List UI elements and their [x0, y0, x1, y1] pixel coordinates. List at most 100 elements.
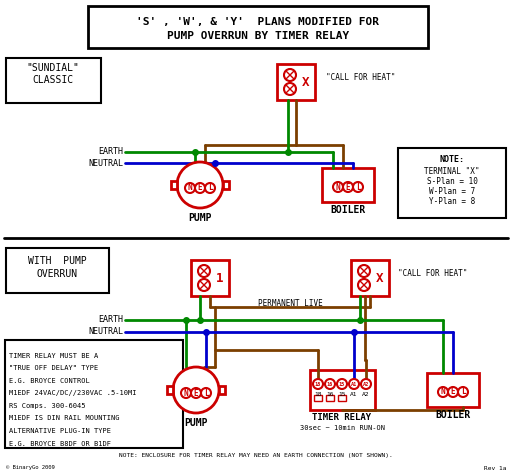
Text: E: E [194, 388, 198, 397]
Circle shape [284, 83, 296, 95]
Text: ALTERNATIVE PLUG-IN TYPE: ALTERNATIVE PLUG-IN TYPE [9, 428, 111, 434]
Text: © BinaryGo 2009: © BinaryGo 2009 [6, 466, 55, 470]
Circle shape [181, 388, 191, 398]
Bar [398, 148, 506, 218]
Text: PUMP: PUMP [184, 418, 208, 428]
Circle shape [205, 183, 215, 193]
Bar [277, 64, 315, 100]
Text: "SUNDIAL": "SUNDIAL" [27, 63, 79, 73]
Text: OVERRUN: OVERRUN [36, 269, 77, 279]
Bar [223, 181, 229, 189]
Circle shape [458, 387, 468, 397]
Text: N: N [336, 182, 340, 191]
Text: X: X [376, 271, 384, 285]
Bar [427, 373, 479, 407]
Text: TIMER RELAY MUST BE A: TIMER RELAY MUST BE A [9, 353, 98, 359]
Text: WITH  PUMP: WITH PUMP [28, 256, 87, 266]
Text: PUMP OVERRUN BY TIMER RELAY: PUMP OVERRUN BY TIMER RELAY [167, 31, 349, 41]
Text: E.G. BROYCE CONTROL: E.G. BROYCE CONTROL [9, 378, 90, 384]
Text: Rev 1a: Rev 1a [483, 466, 506, 470]
Text: PERMANENT LIVE: PERMANENT LIVE [258, 298, 323, 307]
Text: N: N [188, 184, 193, 192]
Circle shape [361, 379, 371, 389]
Text: EARTH: EARTH [98, 148, 123, 157]
Text: N: N [184, 388, 188, 397]
Bar [6, 58, 101, 103]
Text: "CALL FOR HEAT": "CALL FOR HEAT" [398, 268, 467, 278]
Bar [191, 260, 229, 296]
Bar [167, 386, 173, 394]
Text: NEUTRAL: NEUTRAL [88, 159, 123, 168]
Text: TERMINAL "X": TERMINAL "X" [424, 168, 480, 177]
Text: 1: 1 [216, 271, 224, 285]
Circle shape [177, 162, 223, 208]
Bar [309, 370, 374, 410]
Text: W-Plan = 7: W-Plan = 7 [429, 188, 475, 197]
Text: E: E [451, 387, 455, 397]
Text: L: L [204, 388, 208, 397]
Circle shape [185, 183, 195, 193]
Text: PUMP: PUMP [188, 213, 212, 223]
Circle shape [343, 182, 353, 192]
Text: L: L [208, 184, 212, 192]
Text: CLASSIC: CLASSIC [32, 75, 74, 85]
Text: "CALL FOR HEAT": "CALL FOR HEAT" [326, 72, 395, 81]
Text: L: L [461, 387, 465, 397]
Circle shape [284, 69, 296, 81]
Circle shape [325, 379, 335, 389]
Text: EARTH: EARTH [98, 316, 123, 325]
Text: E.G. BROYCE B8DF OR B1DF: E.G. BROYCE B8DF OR B1DF [9, 440, 111, 446]
Circle shape [337, 379, 347, 389]
Text: L: L [356, 182, 360, 191]
Bar [326, 395, 334, 401]
Text: M1EDF IS DIN RAIL MOUNTING: M1EDF IS DIN RAIL MOUNTING [9, 416, 119, 422]
Bar [219, 386, 225, 394]
Text: N: N [441, 387, 445, 397]
Text: BOILER: BOILER [330, 205, 366, 215]
Text: NOTE:: NOTE: [439, 156, 464, 165]
Text: 30sec ~ 10min RUN-ON: 30sec ~ 10min RUN-ON [300, 425, 385, 431]
Text: "TRUE OFF DELAY" TYPE: "TRUE OFF DELAY" TYPE [9, 366, 98, 371]
Bar [351, 260, 389, 296]
Circle shape [313, 379, 323, 389]
Circle shape [201, 388, 211, 398]
Bar [314, 395, 322, 401]
Text: 18: 18 [315, 381, 321, 387]
Bar [338, 395, 346, 401]
Text: 18: 18 [314, 391, 322, 397]
Circle shape [191, 388, 201, 398]
Text: NEUTRAL: NEUTRAL [88, 327, 123, 337]
Text: 16: 16 [326, 391, 334, 397]
Text: NOTE: ENCLOSURE FOR TIMER RELAY MAY NEED AN EARTH CONNECTION (NOT SHOWN).: NOTE: ENCLOSURE FOR TIMER RELAY MAY NEED… [119, 454, 393, 458]
Text: 16: 16 [327, 381, 333, 387]
Text: A2: A2 [362, 391, 370, 397]
Text: TIMER RELAY: TIMER RELAY [312, 414, 372, 423]
Circle shape [448, 387, 458, 397]
Circle shape [349, 379, 359, 389]
Text: A1: A1 [350, 391, 358, 397]
Circle shape [358, 265, 370, 277]
Text: A2: A2 [363, 381, 369, 387]
Text: Y-Plan = 8: Y-Plan = 8 [429, 198, 475, 207]
Text: X: X [302, 76, 310, 89]
Text: M1EDF 24VAC/DC//230VAC .5-10MI: M1EDF 24VAC/DC//230VAC .5-10MI [9, 390, 137, 397]
Text: 'S' , 'W', & 'Y'  PLANS MODIFIED FOR: 'S' , 'W', & 'Y' PLANS MODIFIED FOR [137, 17, 379, 27]
Circle shape [353, 182, 363, 192]
Text: RS Comps. 300-6045: RS Comps. 300-6045 [9, 403, 86, 409]
Circle shape [198, 279, 210, 291]
Circle shape [173, 367, 219, 413]
Circle shape [438, 387, 448, 397]
Circle shape [195, 183, 205, 193]
Circle shape [333, 182, 343, 192]
Bar [5, 340, 183, 448]
Text: E: E [346, 182, 350, 191]
Text: A1: A1 [351, 381, 357, 387]
Bar [322, 168, 374, 202]
Text: 15: 15 [338, 391, 346, 397]
Text: S-Plan = 10: S-Plan = 10 [426, 178, 477, 187]
Text: BOILER: BOILER [435, 410, 471, 420]
Circle shape [198, 265, 210, 277]
Circle shape [358, 279, 370, 291]
Bar [88, 6, 428, 48]
Bar [6, 248, 109, 293]
